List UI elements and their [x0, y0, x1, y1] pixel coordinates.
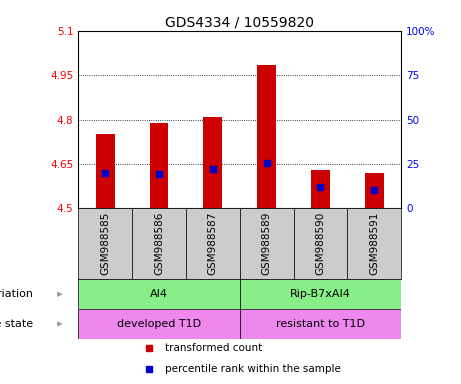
Text: developed T1D: developed T1D — [117, 319, 201, 329]
Bar — [347, 209, 401, 280]
Bar — [78, 280, 240, 309]
Text: Rip-B7xAI4: Rip-B7xAI4 — [290, 289, 351, 299]
Bar — [203, 117, 222, 209]
Text: GSM988585: GSM988585 — [100, 212, 110, 275]
Bar — [257, 65, 276, 209]
Text: genotype/variation: genotype/variation — [0, 289, 33, 299]
Bar — [78, 209, 132, 280]
Text: percentile rank within the sample: percentile rank within the sample — [165, 364, 342, 374]
Bar — [240, 309, 401, 339]
Text: GSM988591: GSM988591 — [369, 212, 379, 275]
Text: resistant to T1D: resistant to T1D — [276, 319, 365, 329]
Bar — [294, 209, 347, 280]
Title: GDS4334 / 10559820: GDS4334 / 10559820 — [165, 16, 314, 30]
Text: GSM988589: GSM988589 — [261, 212, 272, 275]
Bar — [96, 134, 115, 209]
Bar — [240, 280, 401, 309]
Bar — [150, 123, 168, 209]
Text: GSM988586: GSM988586 — [154, 212, 164, 275]
Text: GSM988587: GSM988587 — [208, 212, 218, 275]
Bar — [78, 309, 240, 339]
Bar — [186, 209, 240, 280]
Text: disease state: disease state — [0, 319, 33, 329]
Bar — [311, 170, 330, 209]
Bar — [365, 173, 384, 209]
Text: AI4: AI4 — [150, 289, 168, 299]
Bar — [240, 209, 294, 280]
Bar — [132, 209, 186, 280]
Text: GSM988590: GSM988590 — [315, 212, 325, 275]
Text: transformed count: transformed count — [165, 343, 263, 353]
